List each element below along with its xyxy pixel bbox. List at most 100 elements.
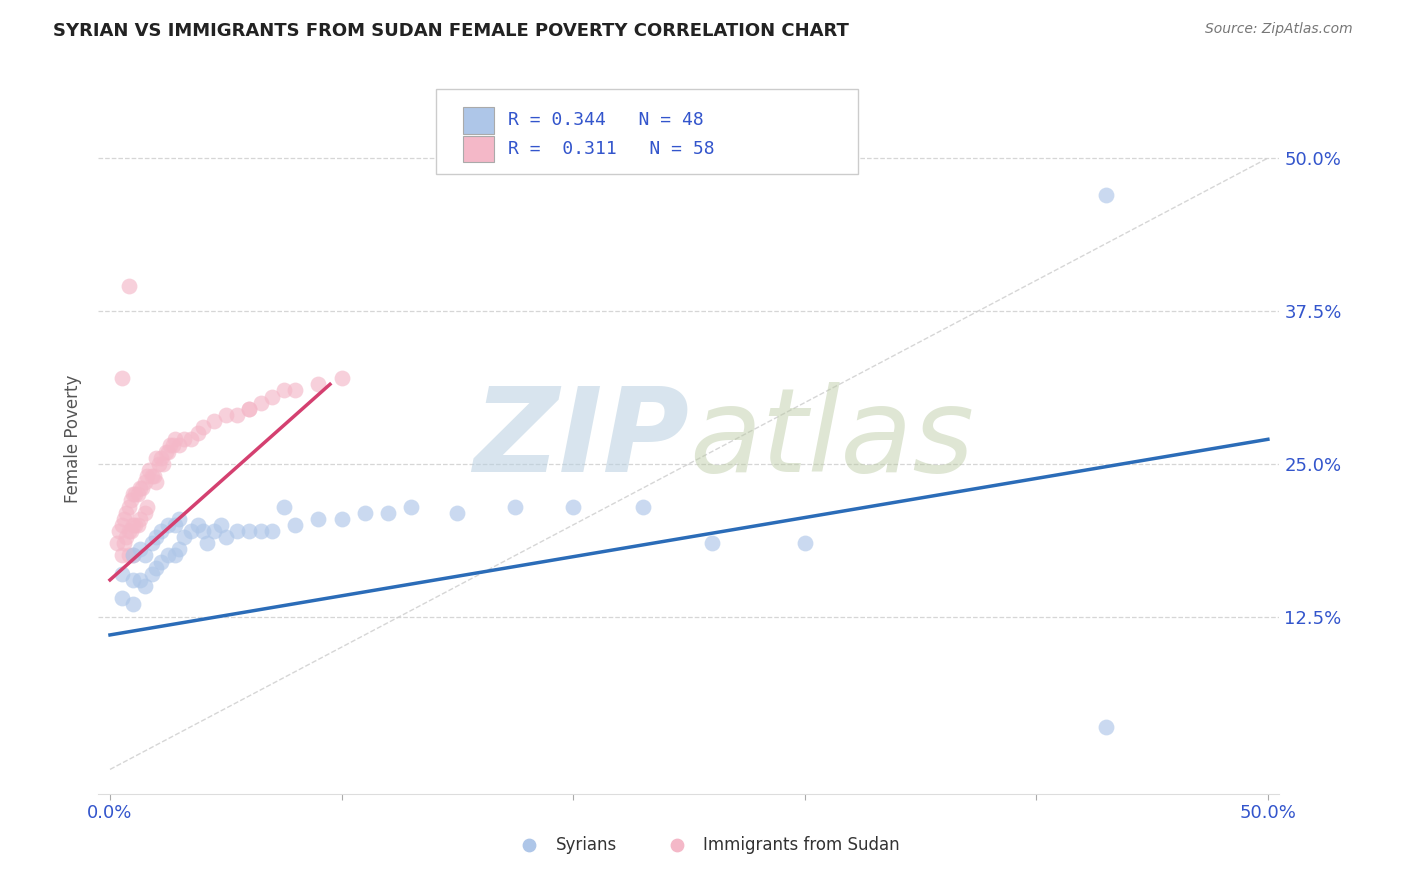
Point	[180, 524, 202, 538]
Point	[377, 506, 399, 520]
Point	[163, 549, 186, 563]
Point	[156, 517, 179, 532]
Point	[122, 549, 145, 563]
Point	[122, 573, 145, 587]
Point	[120, 524, 142, 538]
Point	[134, 579, 156, 593]
Point	[134, 475, 156, 489]
Point	[187, 426, 209, 441]
Point	[330, 371, 353, 385]
Point	[122, 598, 145, 612]
Point	[1094, 187, 1116, 202]
Point	[163, 517, 186, 532]
Point	[209, 517, 232, 532]
Point	[562, 500, 585, 514]
Point	[145, 450, 167, 465]
Text: SYRIAN VS IMMIGRANTS FROM SUDAN FEMALE POVERTY CORRELATION CHART: SYRIAN VS IMMIGRANTS FROM SUDAN FEMALE P…	[53, 22, 849, 40]
Point	[238, 401, 260, 416]
Point	[145, 475, 167, 489]
Text: R = 0.344   N = 48: R = 0.344 N = 48	[508, 112, 703, 129]
Point	[249, 395, 271, 409]
Point	[115, 530, 138, 544]
Point	[152, 457, 174, 471]
Point	[273, 500, 295, 514]
Point	[129, 481, 152, 495]
Point	[700, 536, 723, 550]
Point	[110, 591, 132, 606]
Text: atlas: atlas	[689, 383, 974, 496]
Point	[191, 524, 214, 538]
Point	[215, 408, 238, 422]
Point	[215, 530, 238, 544]
Point	[169, 512, 191, 526]
Point	[138, 463, 160, 477]
Point	[162, 438, 184, 452]
Point	[145, 530, 167, 544]
Point	[173, 433, 195, 447]
Point	[399, 500, 422, 514]
Point	[202, 524, 225, 538]
Point	[129, 512, 152, 526]
Point	[249, 524, 271, 538]
Y-axis label: Female Poverty: Female Poverty	[65, 376, 83, 503]
Point	[238, 401, 260, 416]
Point	[117, 279, 139, 293]
Point	[110, 549, 132, 563]
Text: Syrians: Syrians	[555, 836, 617, 854]
Point	[238, 524, 260, 538]
Point	[155, 444, 177, 458]
Point	[149, 450, 172, 465]
Point	[1233, 850, 1256, 864]
Point	[134, 506, 156, 520]
Point	[943, 850, 966, 864]
Point	[195, 536, 218, 550]
Point	[124, 487, 146, 501]
Point	[156, 444, 179, 458]
Point	[134, 549, 156, 563]
Point	[117, 500, 139, 514]
Text: ZIP: ZIP	[472, 382, 689, 497]
Point	[131, 481, 153, 495]
Point	[122, 549, 145, 563]
Point	[793, 536, 815, 550]
Point	[169, 438, 191, 452]
Point	[110, 517, 132, 532]
Point	[110, 371, 132, 385]
Point	[163, 433, 186, 447]
Point	[631, 500, 654, 514]
Point	[110, 566, 132, 581]
Point	[284, 517, 307, 532]
Point	[226, 408, 249, 422]
Point	[159, 438, 181, 452]
Point	[262, 524, 284, 538]
Text: Immigrants from Sudan: Immigrants from Sudan	[703, 836, 900, 854]
Point	[136, 469, 159, 483]
Point	[145, 560, 167, 574]
Point	[503, 500, 526, 514]
Point	[149, 555, 172, 569]
Point	[191, 420, 214, 434]
Point	[117, 549, 139, 563]
Point	[169, 542, 191, 557]
Point	[180, 433, 202, 447]
Point	[307, 377, 329, 392]
Point	[105, 536, 128, 550]
Point	[136, 500, 159, 514]
Point	[1094, 720, 1116, 734]
Point	[262, 390, 284, 404]
Point	[120, 493, 142, 508]
Point	[141, 536, 163, 550]
Point	[307, 512, 329, 526]
Point	[353, 506, 375, 520]
Point	[127, 517, 149, 532]
Point	[173, 530, 195, 544]
Point	[129, 542, 152, 557]
Text: Source: ZipAtlas.com: Source: ZipAtlas.com	[1205, 22, 1353, 37]
Point	[143, 469, 166, 483]
Point	[141, 469, 163, 483]
Point	[112, 536, 135, 550]
Point	[117, 524, 139, 538]
Text: R =  0.311   N = 58: R = 0.311 N = 58	[508, 140, 714, 158]
Point	[284, 384, 307, 398]
Point	[330, 512, 353, 526]
